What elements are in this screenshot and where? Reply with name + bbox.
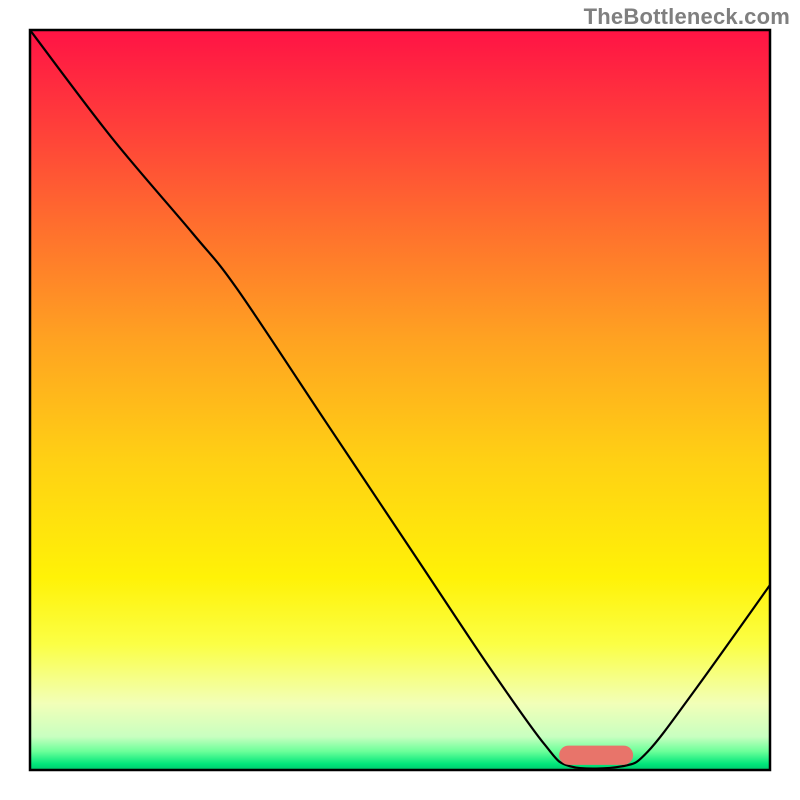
- watermark-text: TheBottleneck.com: [584, 4, 790, 30]
- gradient-fill: [30, 30, 770, 770]
- optimal-range-marker: [559, 746, 633, 765]
- chart-container: TheBottleneck.com: [0, 0, 800, 800]
- bottleneck-chart: [0, 0, 800, 800]
